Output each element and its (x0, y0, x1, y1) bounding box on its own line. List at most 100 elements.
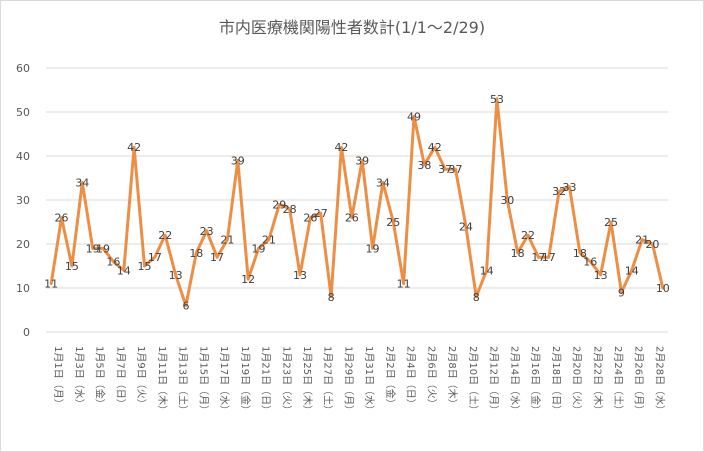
data-label: 28 (283, 203, 297, 216)
y-tick-label: 0 (23, 326, 30, 339)
data-label: 17 (210, 251, 224, 264)
data-label: 13 (293, 269, 307, 282)
x-tick-label: 1月3日（水） (73, 346, 85, 409)
data-label: 18 (573, 247, 587, 260)
x-tick-label: 1月25日（木） (301, 346, 313, 415)
data-label: 8 (328, 291, 335, 304)
x-axis-ticks: 1月1日（月） 1月3日（水） 1月5日（金） 1月7日（日） 1月9日（火） 1月11日… (52, 346, 665, 415)
x-tick-label: 1月17日（水） (218, 346, 230, 415)
data-label: 16 (106, 256, 120, 269)
data-label: 30 (500, 194, 514, 207)
x-tick-label: 1月1日（月） (52, 346, 64, 409)
data-label: 38 (417, 159, 431, 172)
x-tick-label: 1月27日（土） (322, 346, 335, 415)
series-line-layer (49, 97, 665, 308)
chart-title: 市内医療機関陽性者数計(1/1～2/29) (218, 18, 486, 37)
data-label: 19 (366, 242, 380, 255)
data-label: 20 (645, 238, 659, 251)
data-label: 25 (386, 216, 400, 229)
data-label: 9 (618, 286, 625, 299)
data-label: 13 (169, 269, 183, 282)
data-label: 26 (345, 212, 359, 225)
data-label: 17 (542, 251, 556, 264)
data-label: 21 (262, 234, 276, 247)
y-tick-label: 10 (16, 282, 30, 295)
data-label: 42 (334, 141, 348, 154)
x-tick-label: 1月9日（火） (135, 346, 147, 409)
data-label: 24 (459, 220, 473, 233)
data-label: 13 (594, 269, 608, 282)
x-tick-label: 2月18日（日） (550, 346, 562, 415)
data-label: 19 (86, 242, 100, 255)
x-tick-label: 1月5日（金） (94, 346, 107, 409)
x-tick-label: 1月19日（金） (239, 346, 252, 415)
data-label: 39 (355, 154, 369, 167)
x-tick-label: 1月21日（日） (260, 346, 272, 415)
x-tick-label: 2月10日（土） (467, 346, 480, 415)
data-label: 17 (148, 251, 162, 264)
data-label: 14 (117, 264, 131, 277)
x-tick-label: 1月11日（木） (156, 346, 168, 415)
x-tick-label: 2月26日（月） (633, 346, 645, 415)
data-label: 19 (96, 242, 110, 255)
data-label: 19 (252, 242, 266, 255)
data-label: 18 (189, 247, 203, 260)
x-tick-label: 2月4日（日） (405, 346, 417, 409)
data-label: 16 (583, 256, 597, 269)
x-tick-label: 1月13日（土） (177, 346, 190, 415)
data-label: 21 (635, 234, 649, 247)
x-tick-label: 2月8日（木） (446, 346, 458, 409)
x-tick-label: 1月23日（火） (280, 346, 292, 415)
data-label: 11 (397, 278, 411, 291)
data-label: 39 (231, 154, 245, 167)
data-label: 37 (448, 163, 462, 176)
data-label: 11 (44, 278, 58, 291)
data-label: 26 (303, 212, 317, 225)
data-label: 42 (127, 141, 141, 154)
y-tick-label: 20 (16, 238, 30, 251)
data-label: 22 (521, 229, 535, 242)
data-label: 6 (182, 300, 189, 313)
y-tick-label: 30 (16, 194, 30, 207)
series-line (49, 97, 665, 308)
data-label: 18 (511, 247, 525, 260)
data-label: 23 (200, 225, 214, 238)
x-tick-label: 1月29日（月） (342, 346, 354, 415)
x-tick-label: 2月20日（火） (571, 346, 583, 415)
data-label: 8 (473, 291, 480, 304)
data-label: 29 (272, 198, 286, 211)
data-label: 34 (376, 176, 390, 189)
x-tick-label: 2月14日（水） (508, 346, 520, 415)
data-label: 14 (480, 264, 494, 277)
x-tick-label: 1月31日（水） (363, 346, 375, 415)
data-label: 26 (55, 212, 69, 225)
data-label: 34 (75, 176, 89, 189)
data-label: 32 (552, 185, 566, 198)
data-label: 14 (625, 264, 639, 277)
data-label: 33 (563, 181, 577, 194)
x-tick-label: 2月16日（金） (529, 346, 542, 415)
y-tick-label: 50 (16, 106, 30, 119)
y-tick-label: 40 (16, 150, 30, 163)
x-tick-label: 2月12日（月） (488, 346, 500, 415)
data-label: 15 (65, 260, 79, 273)
data-label: 49 (407, 110, 421, 123)
x-tick-label: 2月6日（火） (425, 346, 437, 409)
y-axis-ticks: 0 10 20 30 40 50 60 (16, 62, 30, 339)
data-labels: 1126153419191614421517221361823172139121… (44, 93, 670, 313)
data-label: 10 (656, 282, 670, 295)
data-label: 27 (314, 207, 328, 220)
data-label: 15 (137, 260, 151, 273)
x-tick-label: 2月24日（土） (612, 346, 625, 415)
data-label: 25 (604, 216, 618, 229)
x-tick-label: 1月15日（月） (197, 346, 209, 415)
x-tick-label: 2月22日（木） (591, 346, 603, 415)
x-tick-label: 2月28日（水） (653, 346, 665, 415)
data-label: 12 (241, 273, 255, 286)
data-label: 17 (531, 251, 545, 264)
data-label: 22 (158, 229, 172, 242)
x-tick-label: 2月2日（金） (384, 346, 397, 409)
gridlines (46, 67, 668, 333)
